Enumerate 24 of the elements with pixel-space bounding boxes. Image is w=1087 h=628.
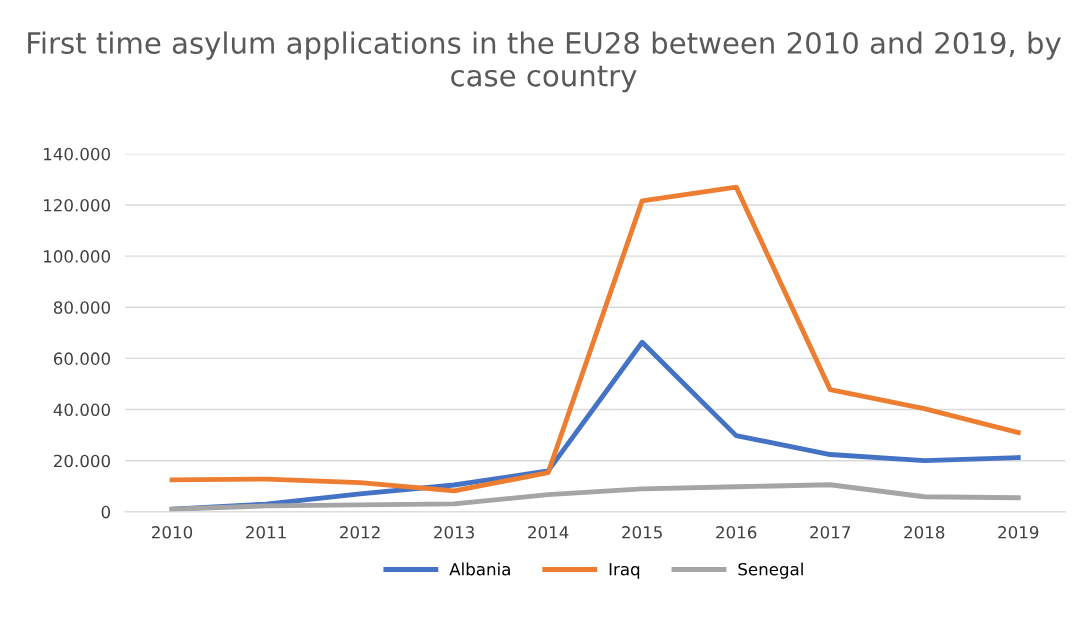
x-tick-label: 2018 <box>904 526 945 539</box>
legend-label: Iraq <box>609 563 640 579</box>
x-tick-label: 2019 <box>998 526 1039 539</box>
line-series <box>169 482 1021 512</box>
y-tick-label: 20.000 <box>54 454 111 468</box>
x-tick-label: 2013 <box>434 526 474 539</box>
y-tick-label: 100.000 <box>44 250 111 263</box>
x-tick-label: 2011 <box>246 526 286 539</box>
y-tick-label: 60.000 <box>53 352 111 365</box>
y-tick-label: 120.000 <box>44 198 111 212</box>
x-tick-label: 2010 <box>152 526 193 539</box>
x-tick-label: 2012 <box>340 526 380 539</box>
x-tick-label: 2014 <box>528 526 569 539</box>
line-series <box>169 184 1021 494</box>
x-tick-label: 2015 <box>622 526 662 539</box>
legend-label: Albania <box>449 562 510 576</box>
legend-label: Senegal <box>738 562 803 579</box>
y-tick-label: 0 <box>101 505 111 519</box>
y-tick-label: 80.000 <box>53 301 111 314</box>
y-tick-label: 40.000 <box>53 403 111 417</box>
x-tick-label: 2016 <box>716 526 757 539</box>
x-tick-label: 2017 <box>810 526 850 539</box>
chart-title: First time asylum applications in the EU28 between 2010 and 2019, by case country <box>28 31 1061 93</box>
y-tick-label: 140.000 <box>44 147 111 161</box>
